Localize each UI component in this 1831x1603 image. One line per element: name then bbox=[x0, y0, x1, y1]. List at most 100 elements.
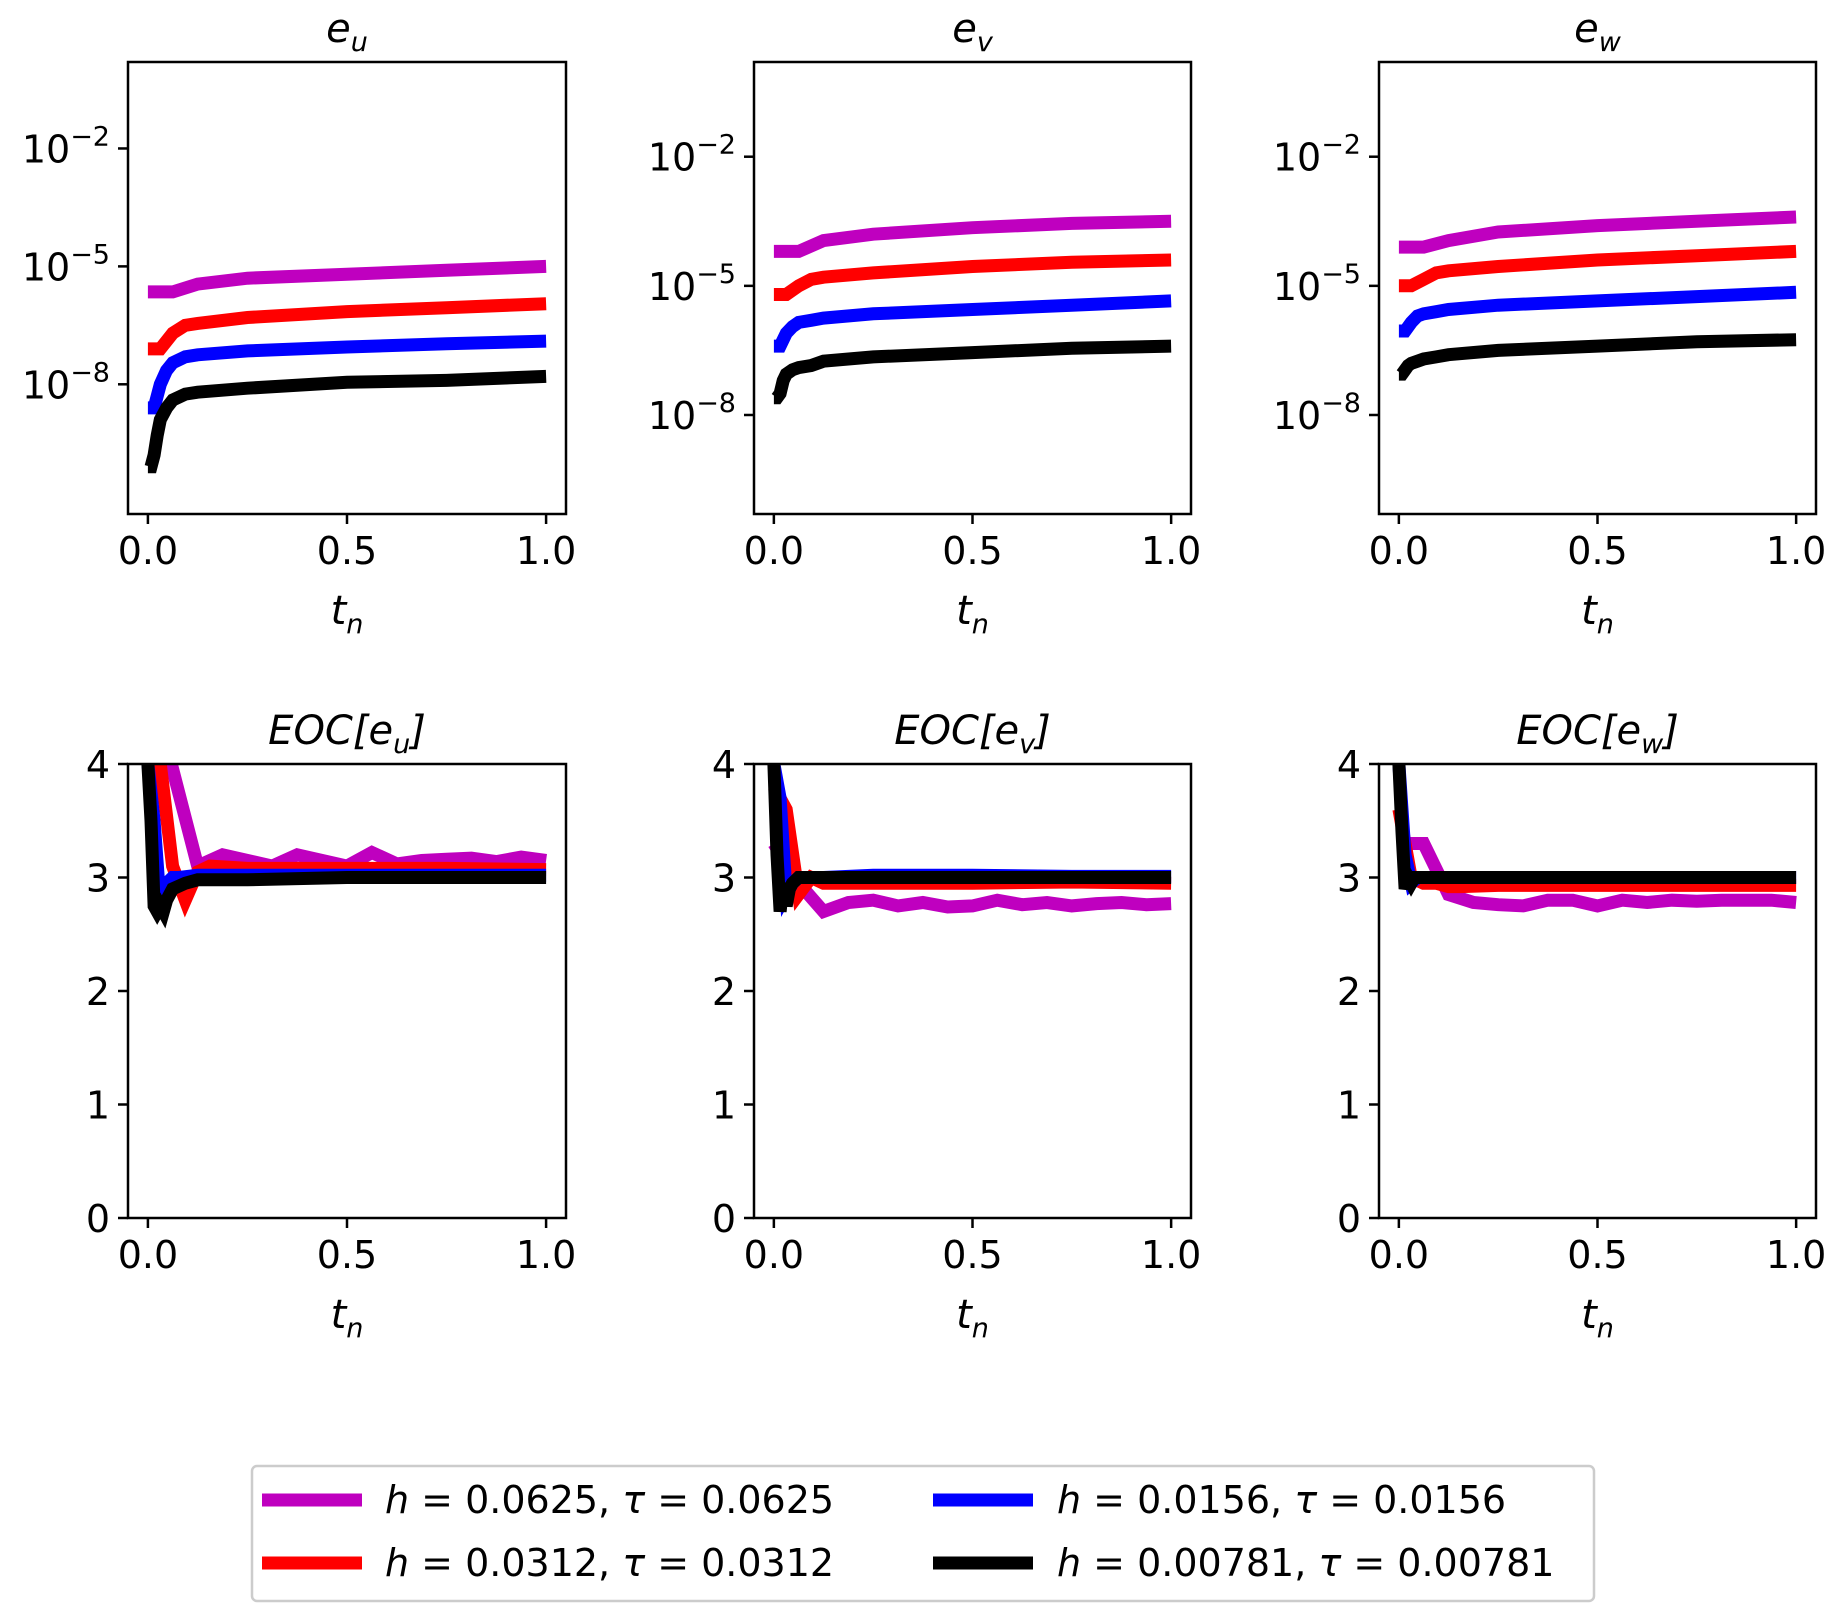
series-line-2 bbox=[1398, 244, 1797, 293]
x-axis-label: tn bbox=[1581, 588, 1614, 640]
title-suffix: ] bbox=[408, 708, 426, 754]
series-line-1 bbox=[768, 840, 1172, 920]
legend-h-value: = 0.00781, bbox=[1081, 1541, 1318, 1585]
y-tick-label: 2 bbox=[86, 970, 110, 1014]
y-tick-label: 0 bbox=[86, 1197, 110, 1241]
series-group bbox=[144, 259, 547, 474]
series-line-1 bbox=[773, 214, 1172, 258]
series-line-1 bbox=[147, 259, 547, 299]
y-tick-exponent: −8 bbox=[70, 357, 110, 388]
y-tick-exponent: −5 bbox=[1321, 259, 1361, 290]
title-subscript: u bbox=[351, 27, 368, 58]
y-tick-label: 4 bbox=[1337, 743, 1361, 787]
series-line-4 bbox=[144, 369, 547, 474]
legend-tau-value: = 0.00781 bbox=[1341, 1541, 1554, 1585]
x-axis-label: tn bbox=[956, 588, 989, 640]
legend-box bbox=[250, 1464, 1596, 1603]
legend-h-symbol: h bbox=[385, 1541, 409, 1585]
legend-h-symbol: h bbox=[1057, 1478, 1081, 1522]
series-group bbox=[1392, 764, 1797, 913]
y-tick-label: 0 bbox=[712, 1197, 736, 1241]
x-tick-label: 0.5 bbox=[942, 529, 1002, 573]
series-line-3 bbox=[147, 334, 547, 415]
legend-tau-symbol: τ bbox=[622, 1478, 646, 1522]
title-suffix: ] bbox=[1661, 708, 1679, 754]
series-group bbox=[771, 214, 1172, 405]
x-axis-label: tn bbox=[956, 1292, 989, 1344]
y-tick-exponent: −2 bbox=[70, 121, 110, 152]
y-tick-label: 0 bbox=[1337, 1197, 1361, 1241]
legend-label: h = 0.0312, τ = 0.0312 bbox=[385, 1541, 834, 1585]
series-group bbox=[1396, 210, 1797, 381]
title-base: e bbox=[1616, 708, 1641, 754]
series-line-1 bbox=[1398, 210, 1797, 254]
legend-entry: h = 0.0312, τ = 0.0312 bbox=[262, 1541, 834, 1585]
y-tick-base: 10 bbox=[22, 245, 70, 289]
legend-label: h = 0.0625, τ = 0.0625 bbox=[385, 1478, 834, 1522]
y-tick-base: 10 bbox=[1273, 394, 1321, 438]
legend-label: h = 0.0156, τ = 0.0156 bbox=[1057, 1478, 1506, 1522]
panel-title: EOC[ev] bbox=[894, 708, 1051, 760]
legend-tau-symbol: τ bbox=[622, 1541, 646, 1585]
x-tick-label: 1.0 bbox=[1141, 1233, 1201, 1277]
title-subscript: u bbox=[393, 729, 410, 760]
xlabel-base: t bbox=[331, 1292, 348, 1338]
xlabel-subscript: n bbox=[972, 1313, 989, 1344]
y-tick-label: 10−5 bbox=[1273, 259, 1361, 309]
y-tick-label: 10−2 bbox=[22, 121, 110, 171]
title-subscript: w bbox=[1641, 729, 1664, 760]
series-line-3 bbox=[1392, 764, 1797, 896]
y-tick-base: 10 bbox=[648, 265, 696, 309]
x-tick-label: 0.0 bbox=[1369, 1233, 1429, 1277]
xlabel-subscript: n bbox=[1597, 1313, 1614, 1344]
series-line-1 bbox=[146, 764, 547, 876]
title-base: e bbox=[368, 708, 393, 754]
y-tick-label: 3 bbox=[1337, 857, 1361, 901]
series-line-4 bbox=[141, 764, 547, 929]
xlabel-base: t bbox=[956, 588, 973, 634]
xlabel-subscript: n bbox=[1597, 609, 1614, 640]
legend-entry: h = 0.00781, τ = 0.00781 bbox=[933, 1541, 1554, 1585]
x-tick-label: 0.5 bbox=[1567, 1233, 1627, 1277]
y-tick-label: 2 bbox=[1337, 970, 1361, 1014]
title-suffix: ] bbox=[1033, 708, 1051, 754]
legend-tau-symbol: τ bbox=[1294, 1478, 1318, 1522]
series-line-3 bbox=[1398, 285, 1797, 338]
series-line-4 bbox=[771, 339, 1172, 405]
series-line-4 bbox=[1396, 333, 1797, 381]
y-tick-exponent: −8 bbox=[696, 388, 736, 419]
y-tick-label: 4 bbox=[86, 743, 110, 787]
x-tick-label: 0.5 bbox=[317, 1233, 377, 1277]
x-tick-label: 0.5 bbox=[317, 529, 377, 573]
title-subscript: w bbox=[1599, 27, 1622, 58]
y-tick-label: 1 bbox=[1337, 1084, 1361, 1128]
legend: h = 0.0625, τ = 0.0625 h = 0.0156, τ = 0.… bbox=[250, 1464, 1596, 1603]
y-tick-label: 10−8 bbox=[1273, 388, 1361, 438]
axes-frame bbox=[1377, 762, 1818, 1220]
axes-frame bbox=[752, 60, 1193, 516]
title-prefix: EOC[ bbox=[268, 708, 370, 754]
x-tick-label: 1.0 bbox=[516, 1233, 576, 1277]
legend-tau-symbol: τ bbox=[1318, 1541, 1342, 1585]
panel-eoc-eu: 0.0 0.5 1.0 0 1 2 3 4 EOC[eu] tn bbox=[86, 708, 576, 1344]
y-tick-label: 10−8 bbox=[648, 388, 736, 438]
xlabel-subscript: n bbox=[346, 1313, 363, 1344]
panel-title: ev bbox=[952, 6, 994, 58]
legend-tau-value: = 0.0156 bbox=[1317, 1478, 1506, 1522]
title-base: e bbox=[952, 6, 977, 52]
y-tick-label: 1 bbox=[712, 1084, 736, 1128]
title-subscript: v bbox=[977, 27, 994, 58]
title-subscript: v bbox=[1019, 729, 1036, 760]
series-line-4 bbox=[767, 764, 1172, 913]
legend-h-symbol: h bbox=[385, 1478, 409, 1522]
y-tick-base: 10 bbox=[22, 363, 70, 407]
panel-title: EOC[ew] bbox=[1516, 708, 1679, 760]
legend-tau-value: = 0.0312 bbox=[645, 1541, 834, 1585]
y-tick-label: 1 bbox=[86, 1084, 110, 1128]
y-tick-base: 10 bbox=[1273, 265, 1321, 309]
xlabel-subscript: n bbox=[346, 609, 363, 640]
legend-h-symbol: h bbox=[1057, 1541, 1081, 1585]
x-tick-label: 1.0 bbox=[516, 529, 576, 573]
x-axis-label: tn bbox=[331, 1292, 364, 1344]
